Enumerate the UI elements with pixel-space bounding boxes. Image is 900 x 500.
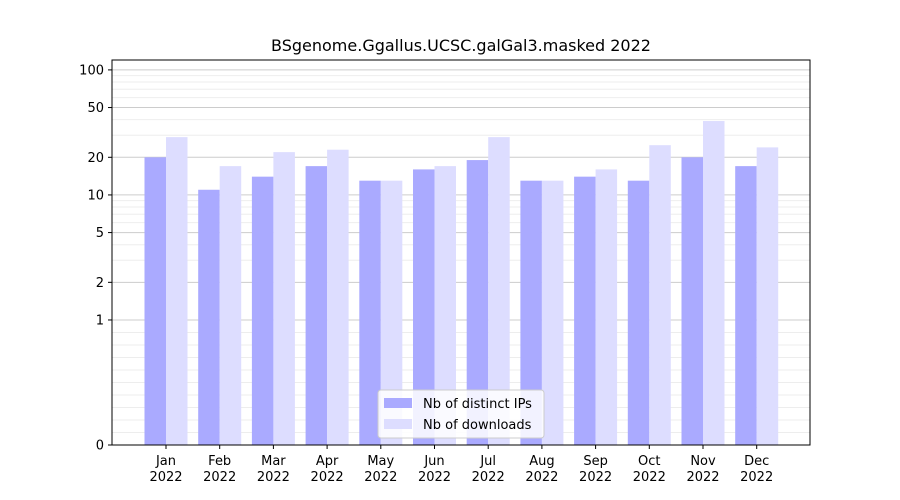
y-axis: 0 1 2 5 10 20 50 100: [79, 63, 112, 454]
y-tick-label: 0: [96, 439, 104, 454]
bars: [144, 121, 779, 446]
y-tick-label: 100: [79, 63, 104, 78]
legend-box: [377, 389, 545, 439]
y-tick-label: 50: [87, 101, 104, 116]
x-tick-label: Mar 2022: [257, 454, 290, 485]
x-tick-label: Jun 2022: [418, 454, 451, 485]
bar: [627, 180, 650, 445]
x-tick-label: Oct 2022: [633, 454, 666, 485]
y-tick-label: 20: [87, 151, 104, 166]
bar: [359, 180, 381, 445]
bar: [703, 121, 725, 446]
legend-swatch: [384, 419, 412, 429]
legend-swatch: [384, 398, 412, 408]
x-tick-label: Aug 2022: [525, 454, 558, 485]
bar: [541, 180, 564, 445]
bar: [735, 166, 757, 445]
x-axis: Jan 2022 Feb 2022 Mar 2022 Apr 2022 May 2022 Jun 20…: [149, 445, 773, 485]
x-tick-label: Feb 2022: [203, 454, 236, 485]
y-tick-label: 1: [96, 313, 104, 328]
bar: [380, 180, 403, 445]
bar: [166, 137, 188, 445]
chart-title: BSgenome.Ggallus.UCSC.galGal3.masked 202…: [271, 36, 651, 55]
bar: [144, 157, 166, 445]
bar: [466, 160, 489, 445]
y-tick-label: 5: [96, 226, 104, 241]
x-tick-label: Sep 2022: [579, 454, 612, 485]
y-tick-label: 10: [87, 188, 104, 203]
bar: [413, 169, 435, 445]
x-tick-label: Nov 2022: [686, 454, 719, 485]
bar: [305, 166, 328, 445]
bar: [327, 149, 349, 446]
bar: [681, 157, 703, 445]
bar: [595, 169, 618, 445]
bar: [434, 166, 456, 445]
plot-frame: [111, 59, 811, 446]
x-tick-label: Jan 2022: [149, 454, 182, 485]
bar: [198, 189, 220, 445]
legend-label: Nb of downloads: [423, 418, 532, 433]
bar: [520, 180, 542, 445]
bar: [273, 152, 295, 445]
legend: Nb of distinct IPs Nb of downloads: [377, 389, 545, 439]
legend-label: Nb of distinct IPs: [423, 397, 532, 412]
bar: [488, 137, 510, 445]
x-tick-label: Jul 2022: [472, 454, 505, 485]
bar: [756, 147, 779, 446]
y-tick-label: 2: [96, 276, 104, 291]
x-tick-label: Dec 2022: [740, 454, 773, 485]
x-tick-label: May 2022: [364, 454, 397, 485]
bar: [219, 166, 242, 445]
bar: [574, 176, 596, 445]
bar: [251, 176, 274, 445]
bar: [649, 145, 671, 445]
x-tick-label: Apr 2022: [311, 454, 344, 485]
